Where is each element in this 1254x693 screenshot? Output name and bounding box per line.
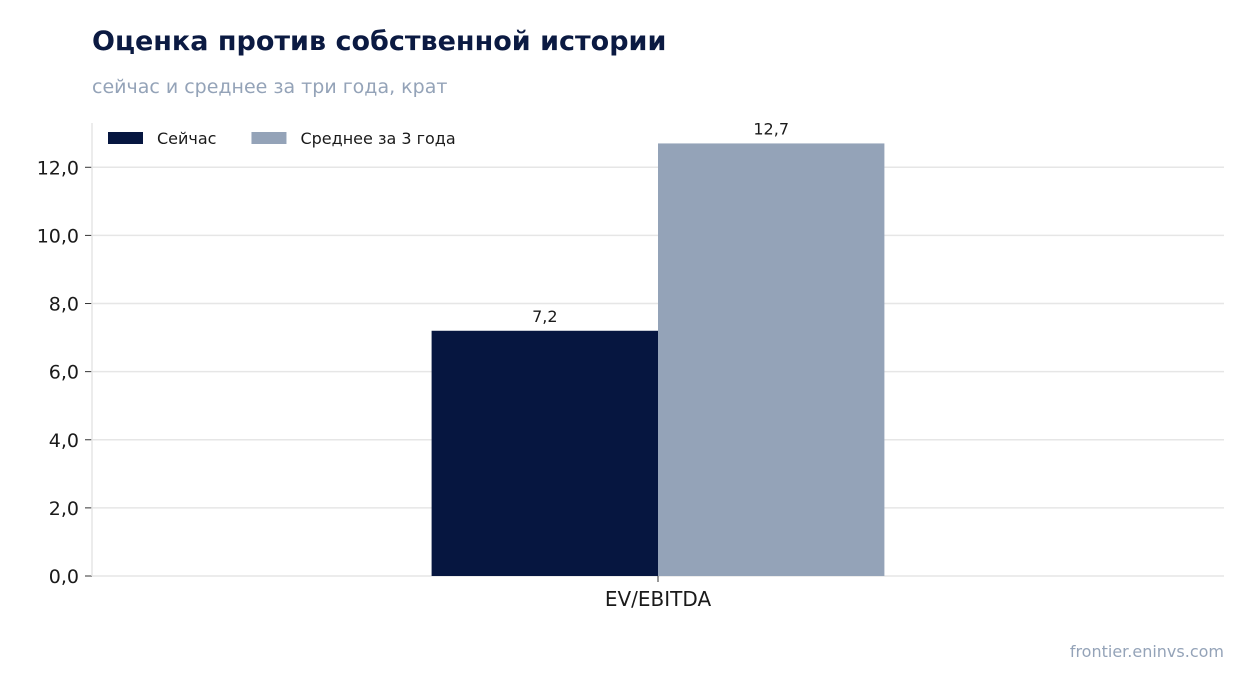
bar (658, 143, 885, 576)
chart-title: Оценка против собственной истории (92, 26, 667, 57)
bar (431, 330, 658, 576)
chart-subtitle: сейчас и среднее за три года, крат (92, 76, 448, 98)
source-credit: frontier.eninvs.com (1069, 642, 1224, 661)
legend: Сейчас Среднее за 3 года (108, 129, 456, 148)
y-tick-label: 2,0 (49, 498, 79, 520)
x-tick-label: EV/EBITDA (605, 587, 712, 611)
y-tick-label: 10,0 (37, 225, 79, 247)
y-tick-label: 0,0 (49, 566, 79, 588)
axes: 0,0 2,0 4,0 6,0 8,0 10,0 12,0 EV/EBITDA (37, 123, 712, 611)
data-labels: 7,2 12,7 (532, 119, 789, 325)
bars (431, 143, 885, 576)
legend-label: Сейчас (157, 129, 216, 148)
data-label: 7,2 (532, 307, 557, 326)
y-tick-label: 6,0 (49, 362, 79, 384)
y-tick-label: 12,0 (37, 157, 79, 179)
y-tick-label: 8,0 (49, 294, 79, 316)
y-tick-label: 4,0 (49, 430, 79, 452)
data-label: 12,7 (753, 119, 789, 138)
legend-swatch (251, 132, 287, 144)
legend-swatch (108, 132, 143, 144)
legend-label: Среднее за 3 года (300, 129, 455, 148)
